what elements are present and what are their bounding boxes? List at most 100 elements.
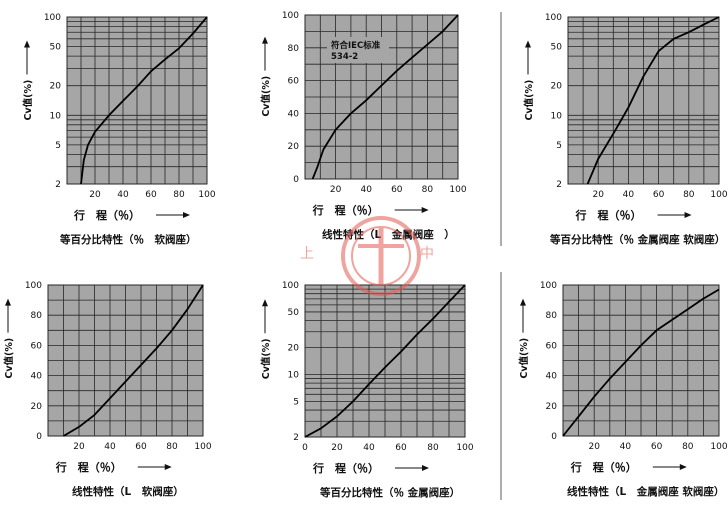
y-axis-arrow-head	[24, 40, 30, 48]
y-tick-label: 2	[293, 433, 299, 443]
y-tick-label: 20	[551, 82, 563, 92]
y-tick-label: 10	[551, 111, 563, 121]
watermark-char-left: 上	[300, 246, 314, 262]
x-tick-label: 20	[89, 190, 101, 200]
x-axis-arrow-head	[164, 464, 172, 470]
x-tick-label: 80	[166, 442, 178, 452]
chart-panel-4: 100 80 60 40 20 0 20 40 60 80 100 Cv值(%) 行 程（％） 线性特性（…	[3, 281, 212, 498]
chart-panel-5: 100 50 20 10 5 20 20 40 60 80 100 Cv值(%) 行 程（％） 等百分比特…	[260, 281, 474, 499]
x-axis-label: 行 程（％）	[570, 460, 637, 474]
x-tick-label: 60	[395, 443, 407, 453]
y-tick-label: 2	[556, 180, 562, 190]
x-tick-label: 100	[449, 185, 466, 195]
y-axis-label: Cv值(%)	[523, 80, 535, 121]
x-tick-label: 20	[588, 442, 600, 452]
x-axis-label: 行 程（％）	[312, 461, 379, 475]
annotation-text: 534-2	[331, 52, 358, 62]
x-axis-label: 行 程（％）	[575, 208, 642, 222]
x-tick-label: 80	[422, 185, 434, 195]
annotation-text: 符合IEC标准	[330, 40, 381, 51]
x-axis-label: 行 程（％）	[55, 460, 122, 474]
y-tick-label: 20	[288, 142, 300, 152]
y-axis-label: Cv值(%)	[22, 80, 34, 121]
y-axis-arrow-head	[5, 298, 11, 306]
x-tick-label: 80	[427, 443, 439, 453]
y-tick-label: 100	[545, 13, 562, 23]
y-tick-label: 5	[293, 397, 299, 407]
y-axis-arrow-head	[520, 298, 526, 306]
series-line	[63, 284, 204, 437]
y-tick-label: 2	[55, 180, 61, 190]
x-axis-arrow-head	[421, 207, 429, 213]
y-axis-label: Cv值(%)	[260, 76, 272, 117]
y-tick-label: 0	[293, 175, 299, 185]
y-tick-label: 10	[288, 370, 300, 380]
y-axis-arrow-head	[525, 40, 531, 48]
y-tick-label: 20	[546, 402, 558, 412]
series-line	[586, 16, 720, 185]
y-axis-arrow-head	[262, 36, 268, 44]
annotation-box	[327, 37, 389, 63]
x-axis-arrow-head	[679, 464, 687, 470]
y-tick-label: 0	[551, 432, 557, 442]
y-tick-label: 50	[551, 43, 563, 53]
x-axis-arrow-head	[422, 465, 429, 471]
x-tick-label: 40	[620, 442, 632, 452]
x-tick-label: 60	[651, 442, 663, 452]
y-tick-label: 60	[288, 77, 300, 87]
y-tick-label: 10	[50, 111, 62, 121]
y-tick-label: 5	[55, 141, 61, 151]
logo-watermark: 上 中	[300, 216, 434, 296]
x-tick-label: 40	[117, 190, 129, 200]
y-tick-label: 50	[50, 43, 62, 53]
watermark-char-right: 中	[420, 246, 434, 262]
y-tick-label: 60	[31, 341, 43, 351]
chart-panel-2: 100 80 60 40 20 0 20 40 60 80 100 Cv值(%) 行 程（％） 线性特性（…	[260, 11, 467, 241]
y-tick-label: 100	[282, 11, 299, 21]
series-line	[80, 16, 208, 185]
x-tick-label: 40	[623, 190, 635, 200]
x-tick-label: 0	[302, 443, 308, 453]
y-tick-label: 20	[288, 344, 300, 354]
y-tick-label: 40	[31, 372, 43, 382]
x-tick-label: 100	[198, 190, 215, 200]
x-tick-label: 60	[391, 185, 403, 195]
x-axis-label: 行 程（％）	[73, 208, 140, 222]
x-tick-label: 60	[135, 442, 147, 452]
x-tick-label: 20	[592, 190, 604, 200]
x-axis-arrow-head	[183, 212, 190, 218]
x-tick-label: 60	[653, 190, 665, 200]
x-tick-label: 80	[173, 190, 185, 200]
y-tick-label: 100	[25, 281, 42, 291]
x-tick-label: 40	[363, 443, 375, 453]
y-tick-label: 100	[540, 281, 557, 291]
y-axis-label: Cv值(%)	[518, 338, 530, 379]
chart-caption: 等百分比特性（％ 金属阀座 软阀座）	[549, 233, 725, 246]
x-axis-arrow-head	[684, 212, 692, 218]
x-tick-label: 80	[682, 442, 694, 452]
chart-caption: 线性特性（L 软阀座）	[72, 485, 184, 498]
y-tick-label: 5	[556, 141, 562, 151]
y-tick-label: 40	[546, 372, 558, 382]
x-tick-label: 40	[360, 185, 372, 195]
x-tick-label: 100	[710, 442, 727, 452]
y-tick-label: 20	[50, 82, 62, 92]
y-tick-label: 60	[546, 341, 558, 351]
x-tick-label: 20	[330, 185, 342, 195]
y-tick-label: 50	[288, 308, 300, 318]
y-tick-label: 20	[31, 402, 43, 412]
x-axis-label: 行 程（％）	[312, 203, 379, 217]
x-tick-label: 40	[104, 442, 116, 452]
x-tick-label: 100	[710, 190, 727, 200]
y-tick-label: 40	[288, 109, 300, 119]
x-tick-label: 100	[456, 443, 473, 453]
series-line	[562, 288, 720, 437]
y-tick-label: 80	[31, 311, 43, 321]
x-tick-label: 80	[683, 190, 695, 200]
x-tick-label: 100	[194, 442, 211, 452]
chart-caption: 等百分比特性（％ 金属阀座）	[319, 486, 460, 499]
y-axis-label: Cv值(%)	[260, 338, 272, 379]
y-axis-arrow-head	[262, 299, 268, 307]
y-tick-label: 80	[288, 44, 300, 54]
